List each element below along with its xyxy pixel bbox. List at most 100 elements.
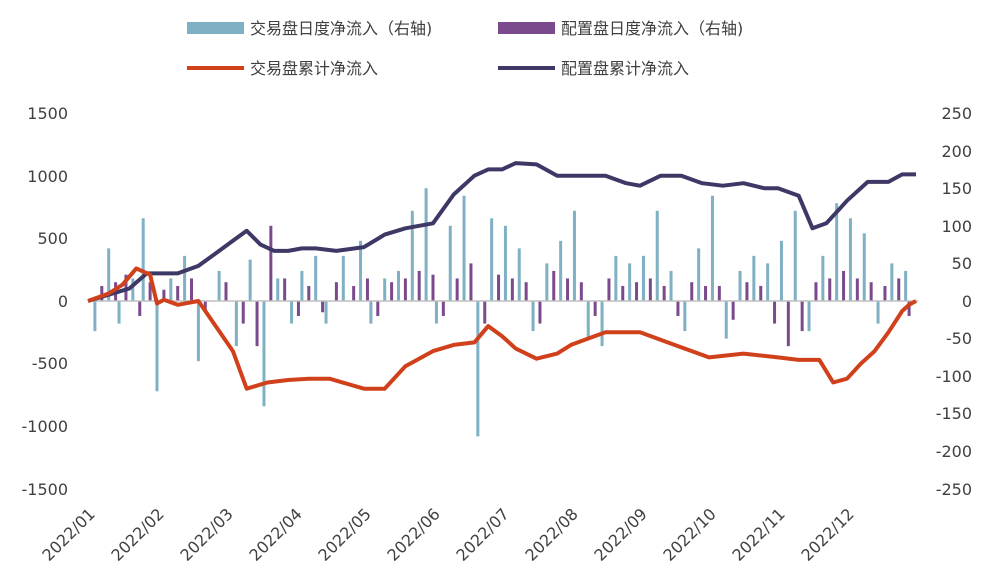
allocation-daily-bar — [190, 278, 193, 301]
trading-daily-bar — [234, 301, 238, 347]
right-tick-label: -150 — [936, 404, 972, 423]
allocation-daily-bar — [296, 301, 300, 317]
trading-daily-bar — [324, 301, 328, 324]
left-tick-label: -1000 — [22, 417, 69, 436]
trading-daily-bar — [448, 225, 452, 301]
allocation-daily-bar — [224, 282, 228, 301]
allocation-daily-bar — [441, 301, 445, 317]
trading-daily-bar — [196, 301, 200, 362]
right-tick-label: 200 — [941, 142, 972, 161]
allocation-daily-bar — [814, 282, 818, 301]
allocation-daily-bar — [855, 278, 859, 301]
x-tick-label: 2022/01 — [38, 504, 98, 564]
allocation-daily-bar — [717, 285, 721, 301]
x-tick-label: 2022/02 — [107, 504, 167, 564]
trading-daily-bar — [490, 218, 494, 301]
trading-daily-bar — [821, 255, 825, 301]
trading-daily-bar — [697, 248, 701, 301]
trading-cumulative-line — [87, 266, 917, 391]
trading-daily-bar — [779, 240, 783, 301]
allocation-daily-bar — [676, 301, 680, 317]
x-tick-label: 2022/05 — [314, 504, 374, 564]
allocation-daily-bar — [176, 285, 180, 301]
allocation-daily-bar — [376, 301, 380, 317]
right-tick-label: 100 — [941, 217, 972, 236]
allocation-daily-bar — [203, 301, 207, 313]
trading-daily-bar — [655, 210, 659, 301]
trading-daily-bar — [397, 270, 400, 301]
allocation-daily-bar — [138, 301, 142, 317]
x-tick-label: 2022/04 — [245, 504, 305, 564]
allocation-daily-bar — [524, 282, 528, 301]
allocation-daily-bar — [607, 278, 611, 301]
x-tick-label: 2022/10 — [659, 504, 719, 564]
trading-daily-bar — [710, 195, 714, 301]
right-tick-label: 50 — [952, 254, 972, 273]
trading-daily-bar — [572, 210, 576, 301]
allocation-daily-bar — [690, 282, 694, 301]
trading-daily-bar — [628, 263, 632, 301]
allocation-daily-bar — [352, 285, 356, 301]
allocation-daily-bar — [510, 278, 514, 301]
legend-label-allocation-cum: 配置盘累计净流入 — [561, 59, 689, 78]
trading-daily-bar — [155, 301, 159, 392]
allocation-daily-bar — [907, 301, 911, 317]
trading-daily-bar — [586, 301, 590, 339]
legend: 交易盘日度净流入（右轴) 配置盘日度净流入（右轴) 交易盘累计净流入 配置盘累计… — [187, 19, 743, 78]
trading-daily-bar — [807, 301, 811, 332]
trading-daily-bar — [904, 270, 908, 301]
allocation-daily-bar — [365, 278, 369, 301]
allocation-daily-bar — [255, 301, 259, 347]
allocation-daily-bar — [455, 278, 459, 301]
trading-daily-bar — [290, 301, 294, 324]
trading-daily-bar — [683, 301, 687, 332]
left-tick-label: 0 — [58, 292, 68, 311]
left-tick-label: -1500 — [22, 480, 69, 499]
right-tick-label: -250 — [936, 480, 972, 499]
trading-daily-bar — [862, 233, 866, 301]
allocation-daily-bar — [538, 301, 542, 324]
legend-label-trading-daily: 交易盘日度净流入（右轴) — [250, 19, 432, 38]
allocation-daily-bars — [100, 225, 911, 347]
legend-label-allocation-daily: 配置盘日度净流入（右轴) — [561, 19, 743, 38]
trading-daily-bar — [738, 270, 742, 301]
right-tick-label: -100 — [936, 367, 972, 386]
right-tick-label: 150 — [941, 179, 972, 198]
x-tick-label: 2022/11 — [728, 504, 788, 564]
trading-daily-bar — [545, 263, 549, 301]
allocation-daily-bar — [269, 225, 273, 301]
trading-daily-bar — [876, 301, 880, 324]
allocation-daily-bar — [307, 285, 311, 301]
trading-daily-bar — [752, 255, 756, 301]
left-tick-label: 500 — [37, 229, 68, 248]
trading-daily-bar — [169, 278, 173, 301]
trading-daily-bar — [183, 255, 187, 301]
allocation-daily-bar — [759, 285, 763, 301]
allocation-daily-bar — [334, 282, 338, 301]
allocation-daily-bar — [403, 278, 407, 301]
trading-daily-bar — [383, 278, 387, 301]
trading-daily-bar — [517, 248, 521, 301]
allocation-daily-bar — [897, 278, 901, 301]
trading-daily-bar — [141, 218, 145, 301]
allocation-daily-bar — [635, 282, 639, 301]
trading-daily-bar — [890, 263, 894, 301]
allocation-daily-bar — [662, 285, 666, 301]
trading-daily-bar — [300, 270, 304, 301]
allocation-daily-bar — [621, 285, 625, 301]
trading-daily-bar — [669, 270, 673, 301]
trading-daily-bar — [793, 210, 797, 301]
allocation-daily-bar — [241, 301, 245, 324]
right-tick-label: -50 — [946, 329, 972, 348]
trading-daily-bar — [107, 248, 111, 301]
trading-daily-bar — [766, 263, 770, 301]
allocation-daily-bar — [283, 278, 287, 301]
trading-daily-bar — [724, 301, 728, 339]
left-axis: 1500 1000 500 0 -500 -1000 -1500 — [22, 104, 69, 499]
trading-daily-bar — [462, 195, 466, 301]
allocation-daily-bar — [321, 301, 325, 313]
allocation-daily-bar — [883, 285, 887, 301]
trading-daily-bar — [314, 255, 318, 301]
trading-daily-bars — [93, 188, 908, 437]
